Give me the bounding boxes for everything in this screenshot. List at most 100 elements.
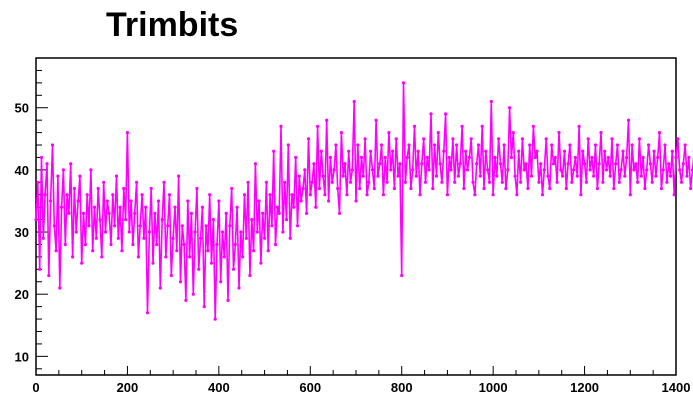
x-tick-label: 1200 xyxy=(570,380,599,395)
x-tick-label: 800 xyxy=(391,380,413,395)
data-point xyxy=(401,81,406,85)
data-point xyxy=(630,143,634,147)
data-point xyxy=(641,155,645,160)
data-point xyxy=(522,168,526,172)
data-point xyxy=(347,149,351,153)
data-point xyxy=(270,224,274,228)
data-point xyxy=(659,186,664,191)
data-point xyxy=(683,143,687,147)
data-point xyxy=(310,180,314,184)
data-point xyxy=(447,155,451,160)
data-point xyxy=(551,162,556,166)
data-point xyxy=(43,193,47,197)
data-point xyxy=(67,211,71,215)
data-point xyxy=(491,193,495,197)
data-point xyxy=(612,186,616,191)
data-point xyxy=(257,199,261,203)
data-point xyxy=(500,180,504,184)
data-point xyxy=(369,149,373,153)
data-point xyxy=(367,180,371,184)
data-point xyxy=(484,149,488,153)
data-point xyxy=(103,230,108,234)
data-point xyxy=(427,168,431,172)
data-point xyxy=(619,168,623,172)
data-point xyxy=(562,149,567,153)
data-point xyxy=(92,205,97,209)
data-point xyxy=(597,162,601,166)
data-point xyxy=(592,174,596,178)
data-point xyxy=(431,186,435,191)
data-point xyxy=(588,168,592,172)
data-point xyxy=(343,162,347,166)
data-point xyxy=(365,193,369,197)
data-point xyxy=(305,211,309,215)
data-point xyxy=(372,186,376,191)
data-point xyxy=(244,236,248,240)
data-point xyxy=(85,193,89,197)
data-point xyxy=(511,131,515,135)
data-point xyxy=(345,193,349,197)
data-point xyxy=(120,249,124,253)
data-point xyxy=(217,199,221,203)
data-point xyxy=(197,267,201,271)
data-point xyxy=(487,180,492,184)
data-point xyxy=(253,162,257,166)
data-point xyxy=(222,255,226,259)
data-point xyxy=(376,174,380,178)
data-point xyxy=(356,143,360,147)
data-point xyxy=(151,261,155,265)
x-tick-label: 1400 xyxy=(662,380,691,395)
data-point xyxy=(412,124,417,128)
data-point xyxy=(681,162,685,166)
data-point xyxy=(34,218,38,222)
data-point xyxy=(138,224,142,228)
x-tick-label: 600 xyxy=(299,380,321,395)
chart-title: Trimbits xyxy=(106,6,238,44)
data-point xyxy=(246,180,250,184)
data-point xyxy=(195,186,199,191)
data-point xyxy=(593,143,598,147)
data-point xyxy=(469,137,473,141)
data-point xyxy=(451,137,455,141)
data-point xyxy=(561,174,565,178)
data-point xyxy=(54,249,58,253)
data-point xyxy=(336,186,340,191)
data-point xyxy=(661,168,665,172)
data-point xyxy=(636,180,640,184)
data-point xyxy=(83,242,87,247)
data-point xyxy=(264,180,268,184)
data-point xyxy=(118,205,122,209)
data-point xyxy=(621,149,625,153)
data-point xyxy=(440,180,444,184)
data-point xyxy=(595,186,600,191)
data-point xyxy=(654,174,658,178)
data-point xyxy=(420,162,424,166)
data-point xyxy=(255,230,259,234)
data-point xyxy=(275,205,279,209)
data-point xyxy=(444,112,448,116)
data-point xyxy=(301,186,305,191)
x-tick-label: 200 xyxy=(117,380,139,395)
data-point xyxy=(546,174,550,178)
data-point xyxy=(374,118,378,122)
data-point xyxy=(475,162,479,166)
data-point xyxy=(465,168,470,172)
data-point xyxy=(169,273,173,278)
data-point xyxy=(542,168,546,172)
data-point xyxy=(319,149,323,153)
data-point xyxy=(572,168,576,172)
data-point xyxy=(389,168,393,172)
data-point xyxy=(581,149,585,153)
data-point xyxy=(577,124,581,128)
data-point xyxy=(348,180,353,184)
data-point xyxy=(429,112,433,116)
data-point xyxy=(175,249,179,253)
data-point xyxy=(100,255,104,259)
data-point xyxy=(350,168,354,172)
data-point xyxy=(290,193,294,197)
data-point xyxy=(610,137,614,141)
data-point xyxy=(71,255,75,259)
data-point xyxy=(166,224,170,228)
data-point xyxy=(566,162,570,166)
data-point xyxy=(297,174,301,178)
